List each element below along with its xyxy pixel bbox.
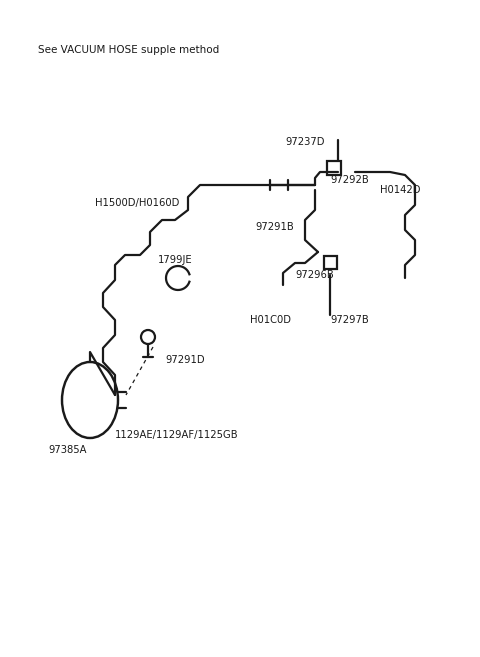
Text: H01C0D: H01C0D <box>250 315 291 325</box>
Text: 97291B: 97291B <box>255 222 294 232</box>
Text: H0142D: H0142D <box>380 185 420 195</box>
Text: 97296B: 97296B <box>295 270 334 280</box>
Text: 97237D: 97237D <box>285 137 324 147</box>
Bar <box>327 161 341 175</box>
Text: 97297B: 97297B <box>330 315 369 325</box>
Text: 97385A: 97385A <box>48 445 86 455</box>
Text: 1129AE/1129AF/1125GB: 1129AE/1129AF/1125GB <box>115 430 239 440</box>
Bar <box>324 256 336 269</box>
Text: H1500D/H0160D: H1500D/H0160D <box>95 198 180 208</box>
Text: 1799JE: 1799JE <box>158 255 192 265</box>
Text: See VACUUM HOSE supple method: See VACUUM HOSE supple method <box>38 45 219 55</box>
Text: 97291D: 97291D <box>165 355 204 365</box>
Text: 97292B: 97292B <box>330 175 369 185</box>
